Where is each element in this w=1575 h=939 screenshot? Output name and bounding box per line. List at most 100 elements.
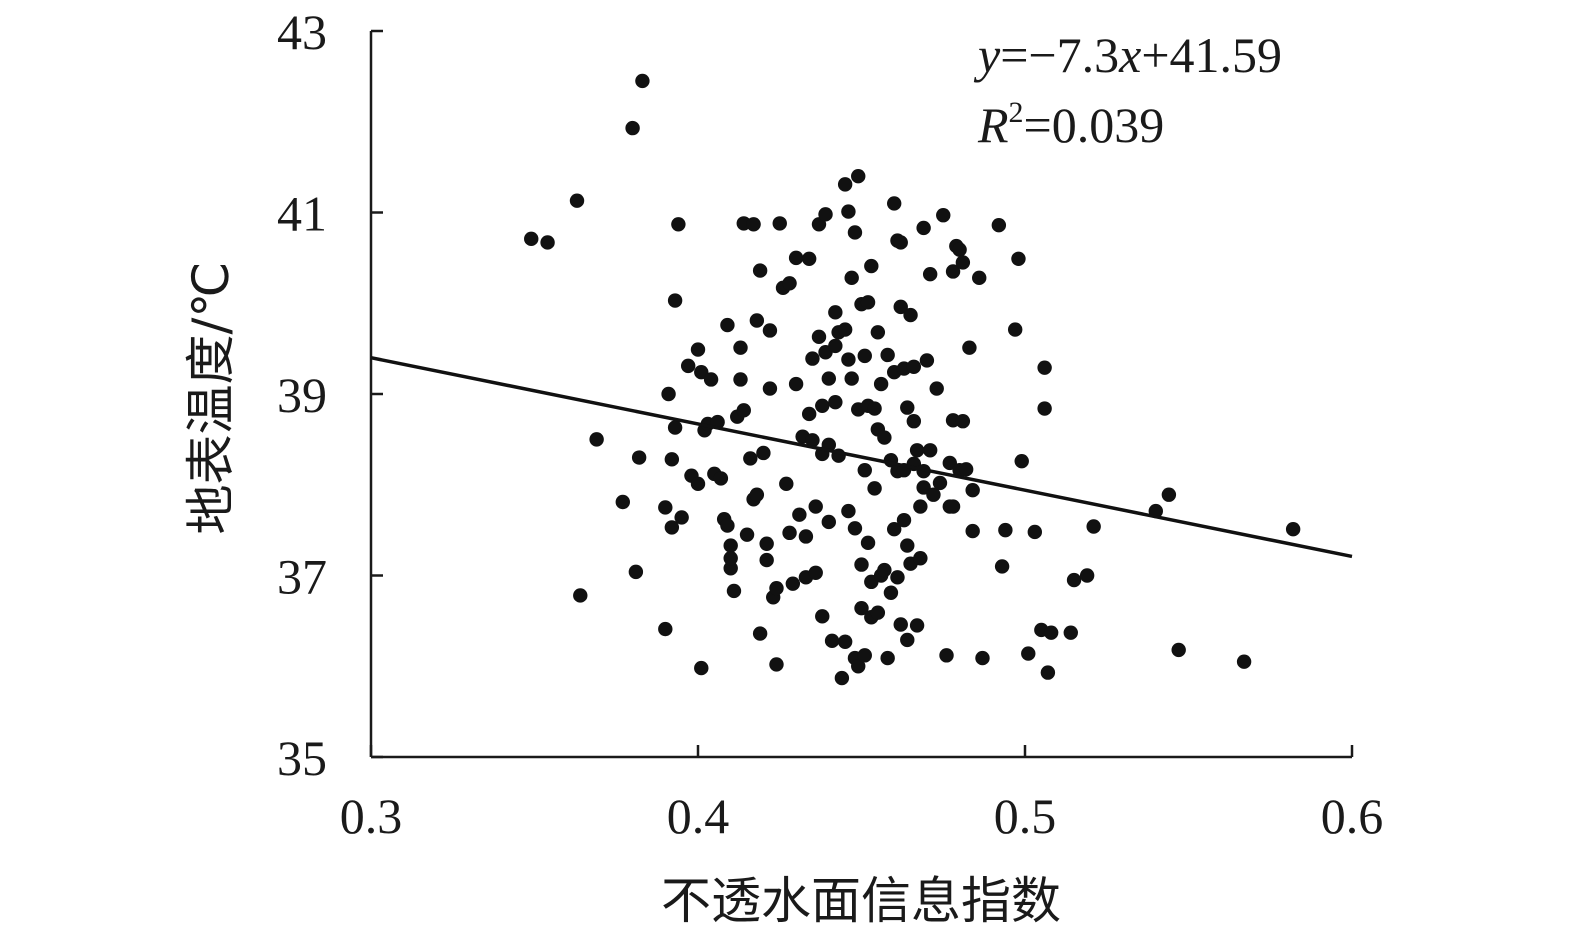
- data-point: [867, 481, 882, 496]
- y-axis-title: 地表温度/℃: [182, 262, 240, 535]
- data-point: [903, 307, 918, 323]
- data-point: [841, 204, 856, 219]
- data-point: [994, 559, 1010, 574]
- data-point: [801, 251, 817, 266]
- x-tick-label: 0.6: [1321, 788, 1384, 844]
- data-point: [955, 414, 971, 429]
- x-tick-label: 0.5: [994, 788, 1057, 844]
- data-point: [736, 403, 751, 418]
- data-point: [759, 552, 774, 568]
- data-point: [743, 451, 758, 466]
- data-point: [779, 476, 794, 492]
- data-point: [844, 270, 859, 286]
- data-point: [1014, 453, 1029, 469]
- data-point: [723, 561, 738, 576]
- data-point: [834, 670, 850, 686]
- data-point: [844, 371, 859, 386]
- data-point: [922, 267, 938, 282]
- data-point: [749, 487, 765, 502]
- data-point: [769, 581, 784, 596]
- data-point: [694, 660, 709, 676]
- data-point: [785, 576, 801, 591]
- data-point: [720, 518, 735, 533]
- data-point: [962, 340, 977, 355]
- data-point: [1066, 572, 1082, 588]
- data-point: [880, 650, 895, 666]
- data-point: [929, 381, 944, 396]
- data-point: [805, 351, 820, 366]
- data-point: [873, 376, 889, 392]
- y-ticks: 35 37 39 41 43: [277, 4, 383, 786]
- data-point: [877, 430, 892, 445]
- data-point: [782, 525, 797, 541]
- data-point: [573, 588, 588, 603]
- data-point: [569, 193, 585, 208]
- data-point: [749, 313, 765, 328]
- regression-line: [370, 355, 1353, 559]
- data-point: [870, 605, 886, 620]
- data-point: [818, 207, 833, 222]
- data-point: [1027, 524, 1043, 540]
- data-point: [690, 342, 706, 357]
- axes: [369, 31, 1352, 759]
- data-point: [628, 564, 644, 580]
- data-point: [1021, 646, 1036, 661]
- data-point: [824, 633, 840, 649]
- data-point: [919, 353, 935, 368]
- data-point: [991, 218, 1007, 233]
- data-point: [975, 650, 990, 666]
- data-point: [906, 414, 922, 429]
- data-point: [958, 462, 974, 477]
- data-point: [870, 325, 886, 340]
- y-tick-label: 43: [277, 4, 327, 60]
- data-point: [828, 394, 843, 410]
- r-symbol: R: [977, 97, 1009, 153]
- data-point: [893, 617, 908, 632]
- data-point: [769, 657, 784, 672]
- data-point: [821, 371, 836, 386]
- data-point: [841, 352, 856, 367]
- data-point: [762, 381, 778, 396]
- data-point: [851, 169, 866, 184]
- data-point: [877, 562, 892, 578]
- data-point: [788, 376, 804, 392]
- data-point: [939, 648, 954, 663]
- data-point: [540, 235, 555, 250]
- data-point: [589, 432, 604, 447]
- data-point: [857, 463, 872, 478]
- data-point: [690, 476, 706, 492]
- data-point: [906, 359, 922, 374]
- data-point: [955, 255, 971, 270]
- data-point: [739, 527, 755, 542]
- y-tick-label: 39: [277, 367, 327, 423]
- data-point: [913, 499, 928, 514]
- data-point: [893, 235, 908, 250]
- data-point: [713, 471, 729, 486]
- data-point: [965, 482, 980, 498]
- data-point: [808, 565, 823, 580]
- data-point: [658, 621, 673, 637]
- data-point: [772, 216, 787, 231]
- data-point: [1285, 522, 1301, 537]
- r-squared-value: =0.039: [1024, 97, 1165, 153]
- data-point: [913, 551, 928, 566]
- data-point: [635, 73, 650, 89]
- data-point: [909, 443, 925, 458]
- data-point: [1086, 519, 1101, 534]
- data-point: [857, 648, 872, 663]
- data-point: [733, 372, 748, 387]
- data-point: [945, 264, 961, 279]
- data-point: [972, 270, 987, 286]
- data-point: [694, 365, 709, 380]
- data-point: [965, 523, 980, 539]
- equation-x-symbol: x: [1118, 27, 1141, 83]
- data-point: [860, 535, 876, 551]
- data-point: [788, 250, 804, 266]
- data-point: [720, 317, 735, 333]
- data-point: [900, 400, 915, 415]
- data-point: [837, 177, 853, 192]
- x-tick-label: 0.4: [667, 788, 730, 844]
- data-point: [759, 536, 774, 551]
- data-point: [900, 538, 915, 553]
